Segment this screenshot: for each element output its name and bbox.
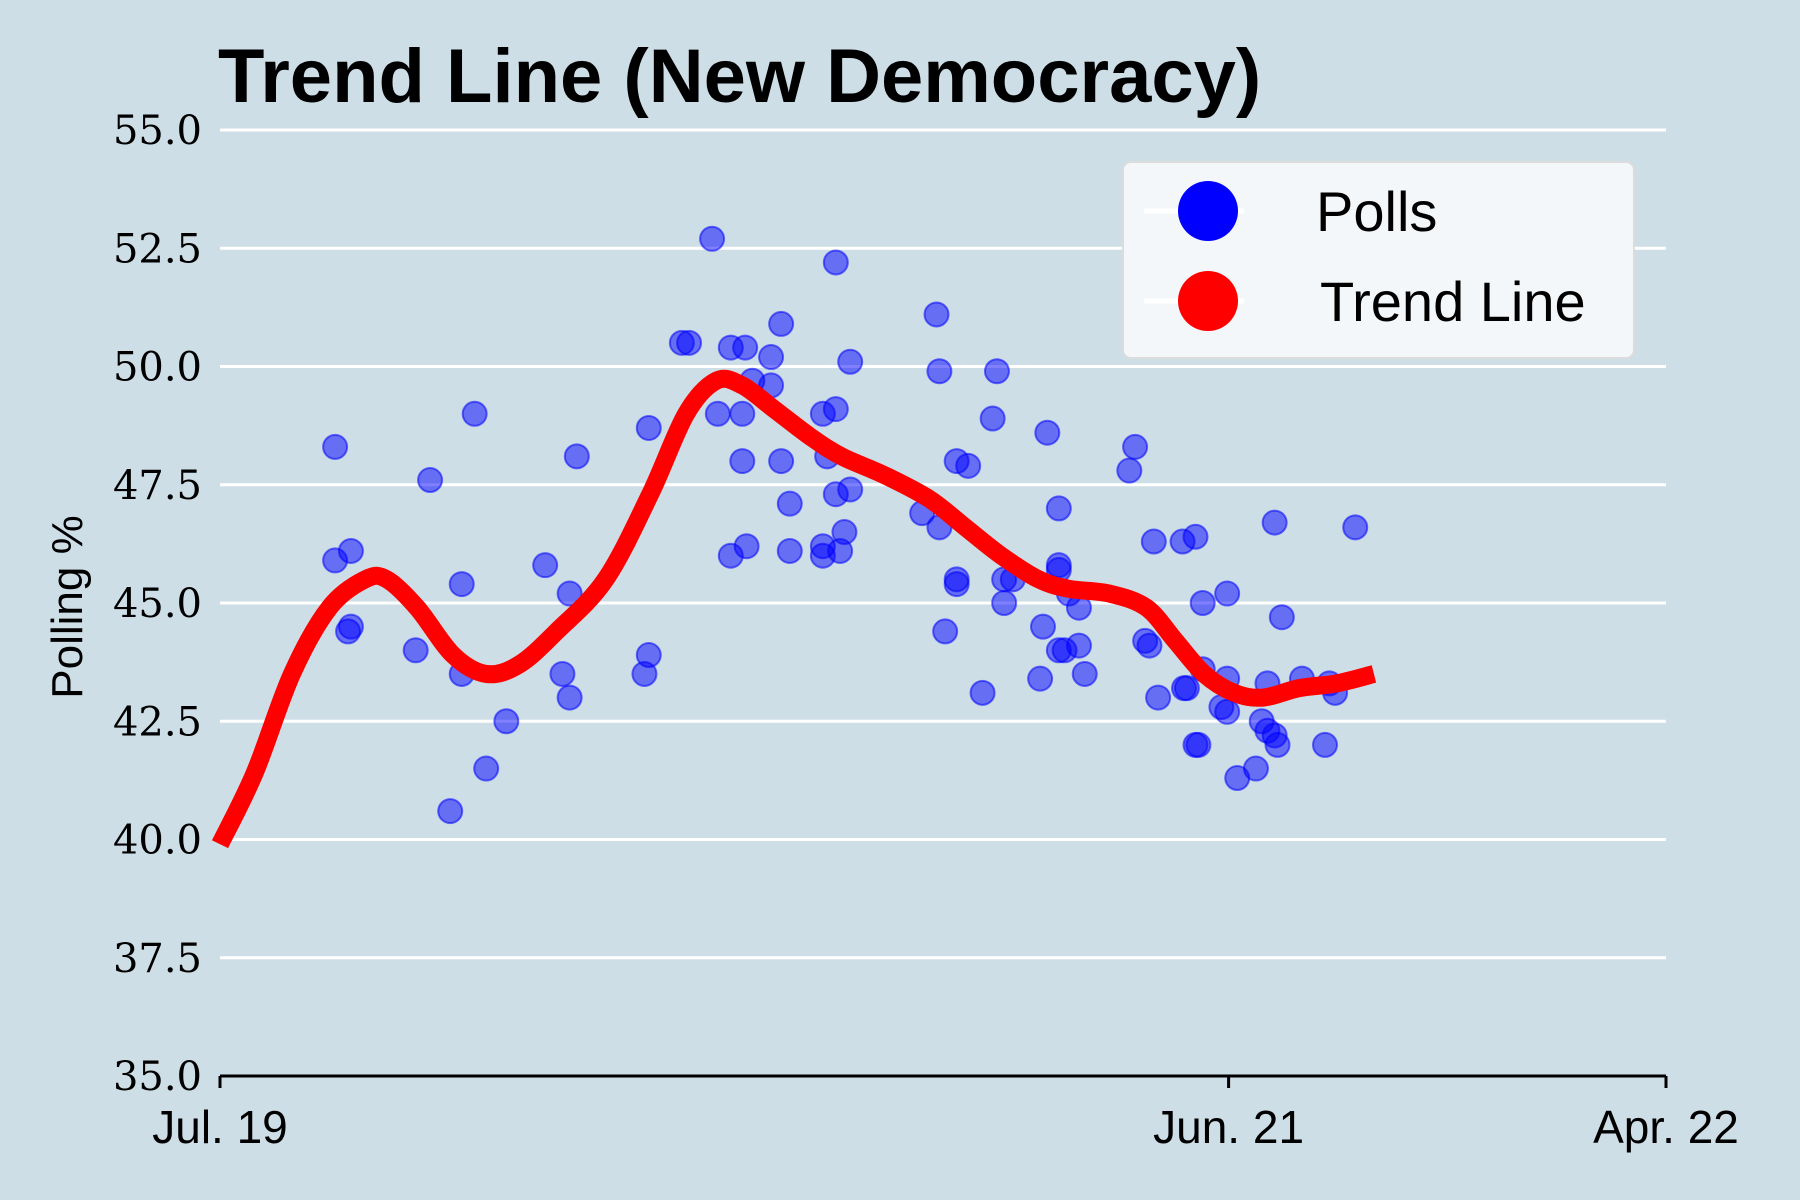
y-tick-label: 50.0 [113, 345, 202, 391]
chart-title: Trend Line (New Democracy) [218, 34, 1261, 119]
y-tick-label: 42.5 [113, 699, 202, 745]
poll-point [437, 798, 464, 825]
x-tick-label: Jul. 19 [152, 1101, 288, 1153]
poll-point [337, 537, 364, 564]
poll-point [776, 537, 803, 564]
poll-point [1140, 528, 1167, 555]
poll-point [1214, 580, 1241, 607]
legend-polls-marker [1178, 181, 1238, 241]
legend-trend-label: Trend Line [1320, 270, 1586, 333]
poll-point [635, 642, 662, 669]
poll-point [729, 400, 756, 427]
poll-point [729, 448, 756, 475]
poll-point [1065, 632, 1092, 659]
poll-point [704, 400, 731, 427]
poll-point [556, 684, 583, 711]
poll-point [1034, 419, 1061, 446]
y-tick-label: 35.0 [113, 1054, 202, 1100]
y-tick-label: 40.0 [113, 818, 202, 864]
y-tick-label: 52.5 [113, 226, 202, 272]
poll-point [549, 660, 576, 687]
poll-point [448, 571, 475, 598]
poll-point [979, 405, 1006, 432]
poll-point [768, 310, 795, 337]
poll-point [991, 590, 1018, 616]
y-tick-label: 55.0 [113, 108, 202, 154]
poll-point [923, 301, 950, 328]
poll-point [532, 552, 559, 579]
x-axis: Jul. 19 Jun. 21 Apr. 22 [152, 1074, 1739, 1153]
poll-point [1264, 731, 1291, 758]
y-tick-label: 45.0 [113, 581, 202, 627]
legend-box [1122, 161, 1635, 359]
legend-trend-marker [1178, 271, 1238, 331]
poll-point [635, 414, 662, 441]
poll-point [1029, 613, 1056, 640]
poll-point [417, 467, 444, 494]
poll-point [1045, 495, 1072, 522]
poll-point [1182, 523, 1209, 550]
poll-point [1136, 632, 1163, 659]
y-axis-ticks: 35.0 37.5 40.0 42.5 45.0 47.5 50.0 52.5 55.0 [113, 108, 202, 1100]
poll-point [733, 533, 760, 560]
poll-point [983, 358, 1010, 385]
legend: Polls Trend Line [1122, 161, 1635, 359]
polls-scatter [322, 225, 1369, 825]
y-tick-label: 47.5 [113, 463, 202, 509]
poll-point [932, 618, 959, 645]
poll-point [926, 358, 953, 385]
poll-point [837, 348, 864, 375]
legend-polls-label: Polls [1316, 180, 1437, 243]
poll-point [1173, 675, 1200, 702]
y-tick-label: 37.5 [113, 936, 202, 982]
poll-point [1189, 590, 1216, 616]
poll-point [1185, 731, 1212, 758]
poll-point [943, 571, 970, 598]
poll-point [758, 344, 785, 371]
poll-point [1312, 731, 1339, 758]
poll-point [822, 249, 849, 276]
poll-point [776, 490, 803, 517]
poll-point [1027, 665, 1054, 692]
poll-point [969, 679, 996, 706]
poll-point [699, 225, 726, 252]
y-axis-label: Polling % [43, 515, 92, 698]
poll-point [831, 519, 858, 546]
poll-point [837, 476, 864, 503]
poll-point [322, 433, 349, 460]
poll-point [563, 443, 590, 470]
poll-point [822, 396, 849, 423]
poll-point [402, 637, 429, 664]
poll-point [1116, 457, 1143, 484]
poll-point [493, 708, 520, 735]
poll-point [676, 329, 703, 356]
poll-point [1261, 509, 1288, 536]
poll-point [1145, 684, 1172, 711]
poll-point [556, 580, 583, 607]
poll-point [732, 334, 759, 361]
poll-point [1122, 433, 1149, 460]
x-tick-label: Apr. 22 [1593, 1101, 1739, 1153]
poll-point [1242, 755, 1269, 782]
poll-point [1071, 660, 1098, 687]
poll-point [955, 452, 982, 479]
trend-line-series [211, 369, 1377, 849]
x-tick-label: Jun. 21 [1153, 1101, 1304, 1153]
poll-point [1268, 604, 1295, 631]
poll-point [768, 448, 795, 475]
poll-point [461, 400, 488, 427]
poll-point [473, 755, 500, 782]
poll-point [1342, 514, 1369, 541]
poll-point [1214, 698, 1241, 725]
trend-line [211, 369, 1377, 849]
poll-point [335, 618, 362, 645]
